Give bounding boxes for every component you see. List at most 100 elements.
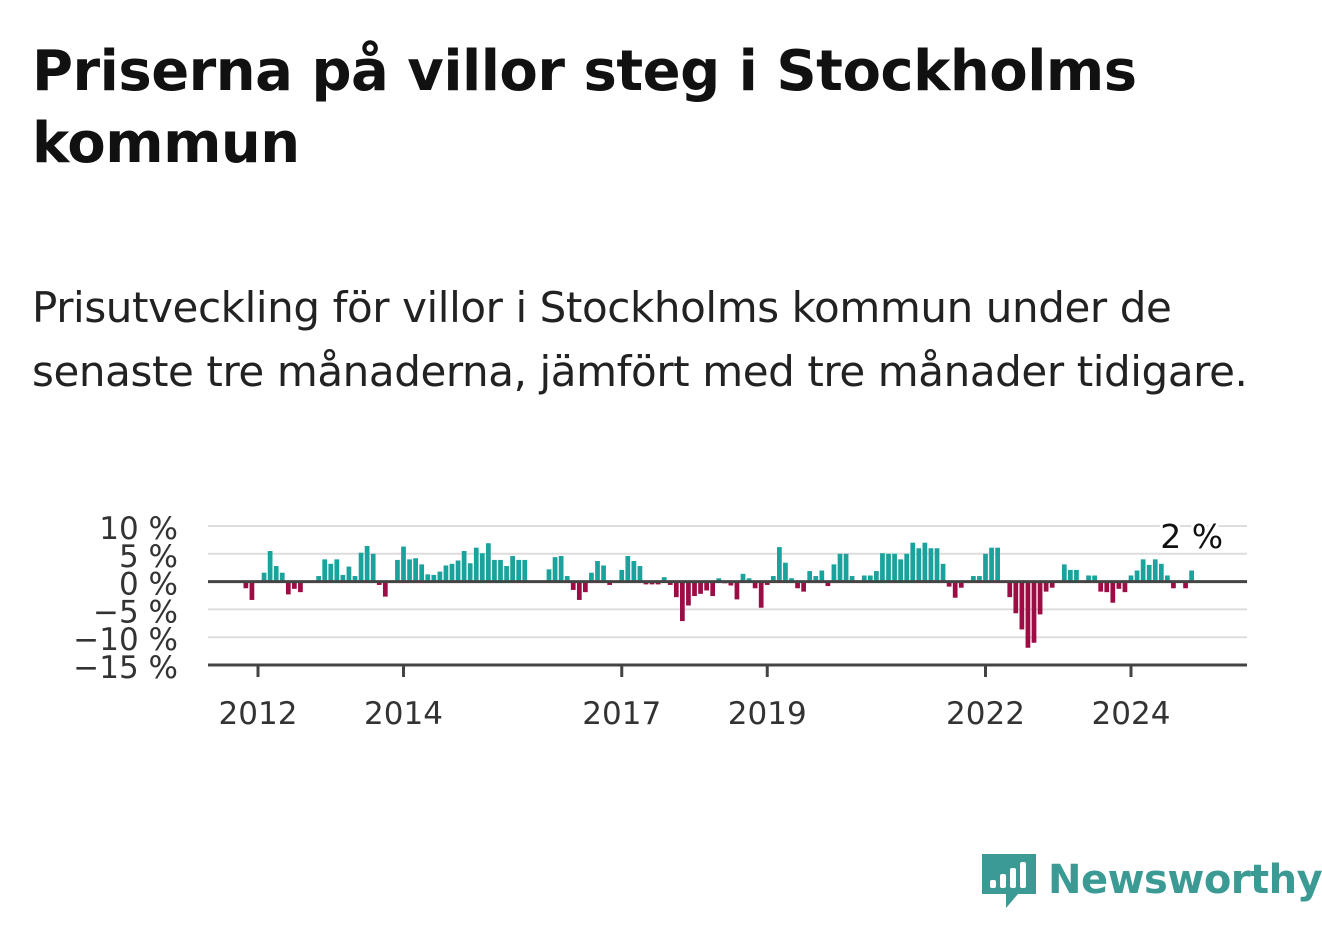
bar xyxy=(958,581,964,588)
bar xyxy=(1122,581,1128,593)
bar xyxy=(607,581,612,585)
bar xyxy=(625,556,631,582)
x-tick-label: 2022 xyxy=(946,696,1025,732)
bar xyxy=(704,581,709,591)
bar xyxy=(807,571,813,582)
x-tick-label: 2024 xyxy=(1092,696,1171,732)
bar xyxy=(686,581,691,606)
bar xyxy=(849,576,855,582)
bar xyxy=(667,581,673,585)
bar xyxy=(1019,581,1025,630)
bar xyxy=(1007,581,1013,598)
bar-chart: 10 %5 %0 %−5 %−10 %−15 % 2012 2014 2017 2019… xyxy=(73,511,1247,732)
latest-value-annotation: 2 % xyxy=(1160,517,1223,556)
bar xyxy=(661,577,667,582)
bar xyxy=(837,553,843,582)
bar xyxy=(1104,581,1110,593)
bar xyxy=(570,581,576,590)
bar xyxy=(983,553,988,582)
bar xyxy=(292,581,297,589)
bar xyxy=(492,559,497,582)
bar xyxy=(904,553,910,582)
bar xyxy=(1165,575,1170,582)
bar xyxy=(831,564,837,582)
bar xyxy=(1068,569,1073,582)
bar xyxy=(1116,581,1122,589)
bar xyxy=(382,581,388,597)
y-tick-label: −15 % xyxy=(73,650,178,686)
bar xyxy=(631,561,637,582)
bar xyxy=(1092,575,1097,582)
bar xyxy=(358,552,364,582)
y-tick-label: 0 % xyxy=(119,567,178,603)
bar xyxy=(740,573,746,582)
bar xyxy=(764,581,770,585)
bar xyxy=(431,574,437,582)
y-tick-label: −5 % xyxy=(93,594,178,630)
bar xyxy=(1152,559,1158,582)
bar xyxy=(752,581,758,589)
bar xyxy=(758,581,764,608)
bar xyxy=(1043,581,1049,592)
bar xyxy=(504,566,509,582)
bar xyxy=(1074,569,1079,582)
bar xyxy=(910,542,916,582)
y-tick-label: 5 % xyxy=(119,539,178,575)
bar xyxy=(261,572,267,582)
x-tick-label: 2019 xyxy=(728,696,807,732)
bar xyxy=(698,581,703,594)
bar xyxy=(467,563,473,582)
bar xyxy=(801,581,806,592)
bar xyxy=(825,581,831,587)
bar xyxy=(874,571,879,582)
bar xyxy=(1086,575,1091,582)
bar xyxy=(971,576,976,582)
bar xyxy=(601,565,606,582)
bar xyxy=(770,576,776,582)
bar xyxy=(370,553,376,582)
bar xyxy=(419,564,425,582)
bar xyxy=(522,559,528,582)
bar xyxy=(376,581,382,585)
bar xyxy=(1183,581,1188,589)
bar xyxy=(364,546,370,582)
bar xyxy=(1158,563,1164,582)
bar xyxy=(1031,581,1037,643)
bar xyxy=(1146,564,1152,582)
bar xyxy=(813,576,819,582)
bar xyxy=(443,565,449,582)
bar xyxy=(619,569,625,582)
bar xyxy=(867,575,873,582)
bar xyxy=(1025,581,1031,648)
bar xyxy=(425,574,431,582)
bar xyxy=(777,547,782,582)
x-tick-label: 2017 xyxy=(582,696,661,732)
bar xyxy=(1049,581,1055,588)
bar xyxy=(673,581,679,598)
x-tick-label: 2012 xyxy=(219,696,298,732)
bar xyxy=(322,559,328,582)
bar xyxy=(1037,581,1043,615)
bar xyxy=(946,581,952,587)
bar xyxy=(892,553,897,582)
bar xyxy=(1134,570,1140,582)
y-tick-label: 10 % xyxy=(99,511,178,547)
bar xyxy=(1013,581,1019,614)
bar xyxy=(940,563,946,582)
bar xyxy=(334,559,340,582)
bar xyxy=(589,572,594,582)
bar xyxy=(510,556,515,582)
bar xyxy=(746,578,752,582)
bar xyxy=(692,581,697,597)
bar xyxy=(795,581,800,589)
bar xyxy=(995,547,1000,582)
bar xyxy=(710,581,716,597)
brand-name: Newsworthy xyxy=(1048,857,1322,903)
bar xyxy=(886,553,891,582)
bar xyxy=(407,559,412,582)
bar xyxy=(989,547,994,582)
chart-title: Priserna på villor steg i Stockholms kom… xyxy=(32,39,1137,176)
bar xyxy=(413,558,418,582)
newsworthy-logo-icon xyxy=(982,854,1036,908)
bar xyxy=(576,581,582,600)
